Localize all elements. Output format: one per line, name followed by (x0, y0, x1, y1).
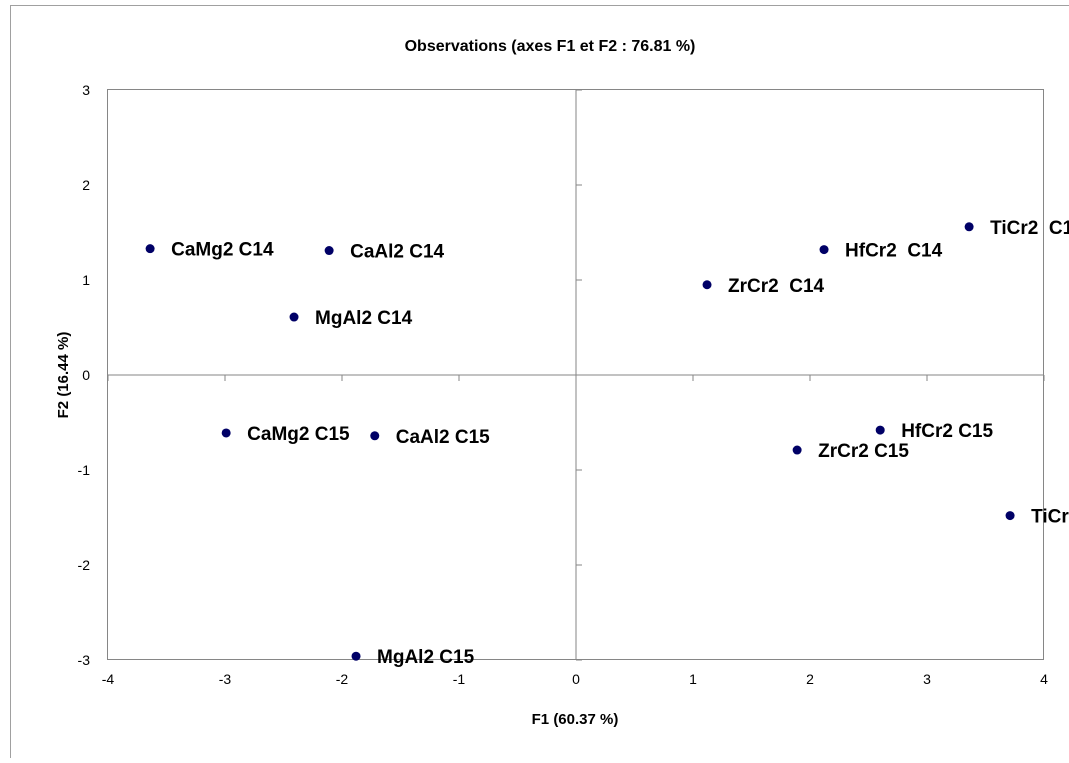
point-label: ZrCr2 C14 (728, 276, 825, 297)
point-label: HfCr2 C15 (901, 421, 993, 442)
data-point (1005, 511, 1015, 521)
x-tick-label: 3 (923, 671, 931, 687)
data-point (702, 280, 712, 290)
y-tick-label: 2 (82, 177, 90, 193)
y-tick-label: 1 (82, 272, 90, 288)
x-tick-label: -3 (219, 671, 232, 687)
y-tick-label: -2 (78, 557, 91, 573)
data-point (145, 244, 155, 254)
data-point (875, 425, 885, 435)
x-tick-label: 2 (806, 671, 814, 687)
data-point (324, 246, 334, 256)
x-axis-title: F1 (60.37 %) (532, 711, 619, 728)
x-tick-label: -4 (102, 671, 115, 687)
point-label: MgAl2 C15 (377, 647, 475, 668)
data-point (370, 431, 380, 441)
x-tick-label: 0 (572, 671, 580, 687)
data-point (964, 222, 974, 232)
y-tick-label: -1 (78, 462, 91, 478)
y-tick-label: 3 (82, 82, 90, 98)
data-point (221, 428, 231, 438)
points-layer: CaMg2 C14 CaAl2 C14 MgAl2 C14 CaMg2 C15 CaAl… (145, 218, 1069, 668)
x-tick-label: -1 (453, 671, 466, 687)
data-point (819, 245, 829, 255)
y-tick-label: 0 (82, 367, 90, 383)
chart-title: Observations (axes F1 et F2 : 76.81 %) (405, 38, 696, 55)
point-label: HfCr2 C14 (845, 241, 943, 262)
point-label: TiCr2 C14 (990, 218, 1069, 239)
point-label: CaAl2 C15 (396, 427, 490, 448)
y-tick-label: -3 (78, 652, 91, 668)
point-label: CaMg2 C15 (247, 424, 350, 445)
axes-layer (107, 89, 1045, 661)
x-tick-label: -2 (336, 671, 349, 687)
data-point (792, 445, 802, 455)
tick-labels-layer: -4 -3 -2 -1 0 1 2 3 4 -3 -2 -1 0 1 2 3 (78, 82, 1049, 687)
data-point (289, 312, 299, 322)
point-label: TiCr2 C15 (1031, 507, 1069, 528)
point-label: MgAl2 C14 (315, 308, 413, 329)
data-point (351, 651, 361, 661)
point-label: CaAl2 C14 (350, 242, 444, 263)
x-tick-label: 1 (689, 671, 697, 687)
point-label: ZrCr2 C15 (818, 441, 909, 462)
point-label: CaMg2 C14 (171, 240, 274, 261)
y-axis-title: F2 (16.44 %) (55, 332, 72, 419)
x-tick-label: 4 (1040, 671, 1048, 687)
